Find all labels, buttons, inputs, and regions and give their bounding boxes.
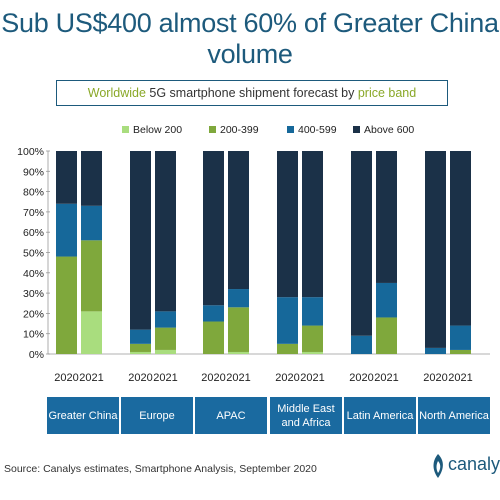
x-year-label: 2021 (300, 372, 324, 384)
x-year-label: 2021 (226, 372, 250, 384)
y-tick-label: 60% (23, 227, 44, 239)
x-year-label: 2020 (201, 372, 225, 384)
bar-segment (155, 311, 176, 328)
bar-segment (130, 351, 151, 354)
bar-segment (56, 256, 77, 354)
region-label: APAC (195, 397, 267, 434)
bar-segment (376, 317, 397, 354)
bar-segment (302, 325, 323, 352)
bar-segment (277, 343, 298, 354)
bar-segment (203, 321, 224, 354)
region-label: North America (418, 397, 490, 434)
legend-swatch (287, 126, 294, 133)
bar-segment (130, 329, 151, 344)
bar-segment (130, 151, 151, 330)
bar-segment (228, 307, 249, 352)
x-year-label: 2020 (128, 372, 152, 384)
chart-title: Sub US$400 almost 60% of Greater China v… (1, 8, 499, 69)
subtitle-text: 5G smartphone shipment forecast by (145, 86, 358, 100)
y-tick-label: 40% (23, 268, 44, 280)
legend-swatch (209, 126, 216, 133)
y-tick-label: 0% (29, 349, 44, 361)
x-year-label: 2020 (349, 372, 373, 384)
bar-segment (277, 297, 298, 344)
legend-swatch (353, 126, 360, 133)
y-tick-label: 50% (23, 248, 44, 260)
x-year-label: 2021 (374, 372, 398, 384)
bar-segment (376, 151, 397, 283)
y-tick-label: 20% (23, 308, 44, 320)
bar-segment (203, 151, 224, 306)
bar-segment (81, 240, 102, 312)
bar-segment (81, 311, 102, 354)
x-year-label: 2020 (54, 372, 78, 384)
x-year-label: 2021 (79, 372, 103, 384)
bar-segment (81, 151, 102, 206)
bar-segment (450, 349, 471, 354)
x-year-label: 2020 (275, 372, 299, 384)
x-year-label: 2021 (448, 372, 472, 384)
stacked-bar-chart: Below 200 200-399 400-599 Above 600 0% 10% 20%… (17, 124, 490, 384)
chart-subtitle: Worldwide 5G smartphone shipment forecas… (56, 80, 448, 106)
subtitle-highlight-price-band: price band (357, 86, 417, 100)
bar-segment (351, 335, 372, 354)
bar-segment (56, 203, 77, 257)
bar-segment (302, 297, 323, 326)
y-tick-label: 10% (23, 329, 44, 341)
region-label: Europe (121, 397, 193, 434)
bar-segment (228, 289, 249, 308)
bar-segment (425, 347, 446, 354)
source-note: Source: Canalys estimates, Smartphone An… (4, 463, 317, 475)
bar-segment (351, 151, 372, 336)
bar-segment (130, 343, 151, 352)
y-tick-label: 80% (23, 187, 44, 199)
canalys-logo-text: canalys (448, 454, 500, 474)
bar-segment (155, 349, 176, 354)
canalys-logo-icon (433, 454, 443, 478)
bar-segment (277, 151, 298, 298)
y-tick-label: 30% (23, 288, 44, 300)
legend-label: 400-599 (298, 124, 337, 136)
bar-segment (376, 282, 397, 318)
bar-segment (56, 151, 77, 204)
legend-label: Below 200 (133, 124, 182, 136)
x-year-label: 2020 (423, 372, 447, 384)
bar-segment (81, 205, 102, 241)
legend-swatch (122, 126, 129, 133)
x-year-label: 2021 (153, 372, 177, 384)
bar-segment (450, 325, 471, 350)
y-tick-label: 90% (23, 166, 44, 178)
bar-segment (425, 151, 446, 348)
legend-label: 200-399 (220, 124, 259, 136)
bar-segment (228, 151, 249, 290)
subtitle-highlight-worldwide: Worldwide (87, 86, 146, 100)
y-tick-label: 70% (23, 207, 44, 219)
bar-segment (450, 151, 471, 326)
region-label: Latin America (344, 397, 416, 434)
region-label: Middle East and Africa (270, 397, 342, 434)
y-tick-label: 100% (17, 146, 44, 158)
legend-label: Above 600 (364, 124, 414, 136)
bar-segment (228, 351, 249, 354)
bar-segment (302, 151, 323, 298)
bar-segment (203, 305, 224, 322)
region-label: Greater China (47, 397, 119, 434)
bar-segment (155, 327, 176, 350)
bar-segment (302, 351, 323, 354)
bar-segment (155, 151, 176, 312)
